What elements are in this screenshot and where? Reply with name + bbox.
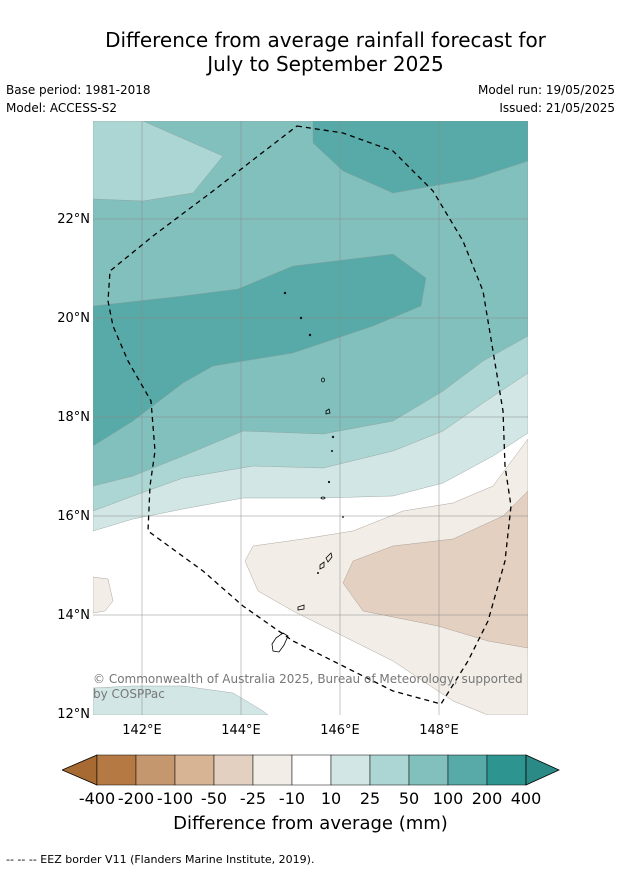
lon-label-146e: 146°E xyxy=(320,723,360,738)
island-rota xyxy=(297,604,305,611)
colorbar-tick-label: 10 xyxy=(320,789,342,808)
model-run: Model run: 19/05/2025 xyxy=(477,83,615,97)
islands xyxy=(271,291,344,653)
island-sarigan xyxy=(327,480,331,484)
model-name: Model: ACCESS-S2 xyxy=(6,101,118,115)
colorbar-tick-label: 200 xyxy=(471,789,503,808)
colorbar-tick-label: -50 xyxy=(200,789,228,808)
lat-label-12n: 12°N xyxy=(57,707,90,722)
contour-100-200-north xyxy=(312,121,528,194)
lon-label-148e: 148°E xyxy=(419,723,459,738)
lat-label-14n: 14°N xyxy=(57,608,90,623)
meta-left: Base period: 1981-2018 Model: ACCESS-S2 xyxy=(6,81,151,117)
lat-label-18n: 18°N xyxy=(57,410,90,425)
colorbar-tick-label: 100 xyxy=(432,789,464,808)
contour-100-200-south xyxy=(93,253,427,447)
colorbar-tick-label: -25 xyxy=(239,789,267,808)
lon-label-144e: 144°E xyxy=(221,723,261,738)
island-pagan xyxy=(325,408,331,415)
footer-note: -- -- -- EEZ border V11 (Flanders Marine… xyxy=(6,853,315,866)
colorbar-segment xyxy=(330,754,371,786)
colorbar-tick-label: -400 xyxy=(78,789,116,808)
colorbar-segment xyxy=(486,754,527,786)
contour-neg25-neg50 xyxy=(342,490,528,649)
island-anatahan xyxy=(320,496,326,500)
title-line-2: July to September 2025 xyxy=(207,52,444,76)
island-farallon-medinilla xyxy=(342,516,344,518)
colorbar-segment xyxy=(369,754,410,786)
colorbar-tick-label: 25 xyxy=(359,789,381,808)
colorbar-tick-label: -100 xyxy=(156,789,194,808)
rainfall-anomaly-map xyxy=(93,121,528,715)
island-alamagan xyxy=(331,435,335,439)
copyright-notice: © Commonwealth of Australia 2025, Bureau… xyxy=(93,672,523,701)
colorbar-arrow-high xyxy=(525,754,560,786)
island-agrihan xyxy=(321,377,325,383)
colorbar-tick-label: -10 xyxy=(278,789,306,808)
contour-neg10-neg25-west xyxy=(93,576,114,614)
meta-right: Model run: 19/05/2025 Issued: 21/05/2025 xyxy=(478,81,615,117)
island-tinian xyxy=(319,561,325,570)
colorbar-arrow-low xyxy=(62,754,98,786)
colorbar-tick-label: -200 xyxy=(117,789,155,808)
island-guam xyxy=(271,632,289,653)
lat-label-16n: 16°N xyxy=(57,509,90,524)
base-period: Base period: 1981-2018 xyxy=(6,83,151,97)
lat-label-20n: 20°N xyxy=(57,311,90,326)
lon-label-142e: 142°E xyxy=(122,723,162,738)
colorbar-segment xyxy=(408,754,449,786)
island-farallon xyxy=(283,291,287,295)
colorbar-tick-label: 50 xyxy=(398,789,420,808)
colorbar-segment xyxy=(291,754,332,786)
colorbar xyxy=(62,754,560,786)
island-maug xyxy=(299,316,303,320)
issued-date: Issued: 21/05/2025 xyxy=(499,101,615,115)
colorbar-segment xyxy=(135,754,176,786)
colorbar-title: Difference from average (mm) xyxy=(173,813,448,834)
island-aguijan xyxy=(316,571,319,574)
eez-border xyxy=(107,125,512,705)
colorbar-tick-label: 400 xyxy=(510,789,542,808)
map-title: Difference from average rainfall forecas… xyxy=(0,28,621,76)
island-saipan xyxy=(325,552,333,563)
colorbar-segment xyxy=(447,754,488,786)
title-line-1: Difference from average rainfall forecas… xyxy=(105,28,546,52)
colorbar-segment xyxy=(213,754,254,786)
colorbar-segment xyxy=(96,754,137,786)
lat-label-22n: 22°N xyxy=(57,212,90,227)
island-asuncion xyxy=(308,333,312,337)
colorbar-segment xyxy=(174,754,215,786)
colorbar-segment xyxy=(252,754,293,786)
graticule xyxy=(93,121,528,715)
island-guguan xyxy=(330,449,333,452)
contour-10-25-south xyxy=(93,685,269,715)
